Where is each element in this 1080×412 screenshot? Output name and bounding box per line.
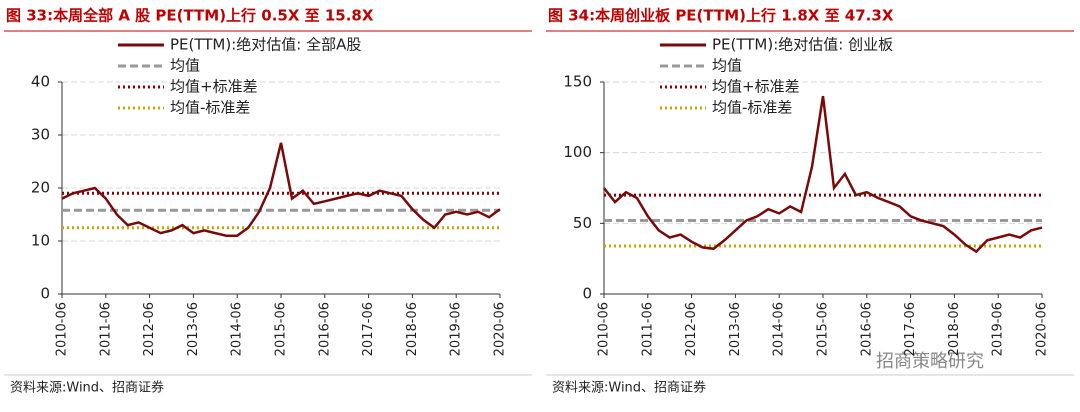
legend-label: 均值-标准差 [712, 99, 792, 117]
x-tick-label: 2018-06 [947, 302, 962, 356]
x-tick-label: 2020-06 [1035, 302, 1050, 356]
x-tick-label: 2012-06 [684, 302, 699, 356]
x-tick-label: 2020-06 [493, 302, 508, 356]
y-tick-label: 100 [563, 143, 592, 161]
y-tick-label: 0 [582, 285, 592, 303]
x-tick-label: 2016-06 [859, 302, 874, 356]
legend-label: 均值 [170, 57, 200, 75]
legend-label: 均值 [712, 57, 742, 75]
x-tick-label: 2013-06 [186, 302, 201, 356]
y-tick-label: 150 [563, 73, 592, 91]
x-tick-label: 2010-06 [55, 302, 70, 356]
x-tick-label: 2011-06 [98, 302, 113, 356]
x-tick-label: 2014-06 [772, 302, 787, 356]
watermark: 招商策略研究 [876, 351, 984, 372]
x-tick-label: 2017-06 [361, 302, 376, 356]
x-tick-label: 2015-06 [274, 302, 289, 356]
x-tick-label: 2018-06 [405, 302, 420, 356]
y-tick-label: 30 [31, 126, 50, 144]
legend-label: 均值-标准差 [170, 99, 250, 117]
legend-label: PE(TTM):绝对估值: 创业板 [712, 36, 893, 54]
legend-label: PE(TTM):绝对估值: 全部A股 [170, 36, 361, 54]
line-series [603, 95, 1043, 254]
source: 资料来源:Wind、招商证券 [552, 380, 706, 396]
chart-title: 图 34:本周创业板 PE(TTM)上行 1.8X 至 47.3X [548, 7, 894, 25]
x-tick-label: 2013-06 [728, 302, 743, 356]
x-tick-label: 2011-06 [640, 302, 655, 356]
x-tick-label: 2010-06 [597, 302, 612, 356]
x-tick-label: 2014-06 [230, 302, 245, 356]
y-tick-label: 50 [573, 214, 592, 232]
source: 资料来源:Wind、招商证券 [10, 380, 164, 396]
x-tick-label: 2019-06 [449, 302, 464, 356]
x-tick-label: 2012-06 [142, 302, 157, 356]
y-tick-label: 10 [31, 232, 50, 250]
x-tick-label: 2015-06 [816, 302, 831, 356]
x-tick-label: 2019-06 [991, 302, 1006, 356]
chart-title: 图 33:本周全部 A 股 PE(TTM)上行 0.5X 至 15.8X [6, 7, 374, 25]
y-tick-label: 20 [31, 179, 50, 197]
y-tick-label: 0 [40, 285, 50, 303]
x-tick-label: 2017-06 [903, 302, 918, 356]
y-tick-label: 40 [31, 73, 50, 91]
x-tick-label: 2016-06 [317, 302, 332, 356]
legend-label: 均值+标准差 [170, 78, 258, 96]
legend-label: 均值+标准差 [712, 78, 800, 96]
line-series [61, 142, 501, 237]
